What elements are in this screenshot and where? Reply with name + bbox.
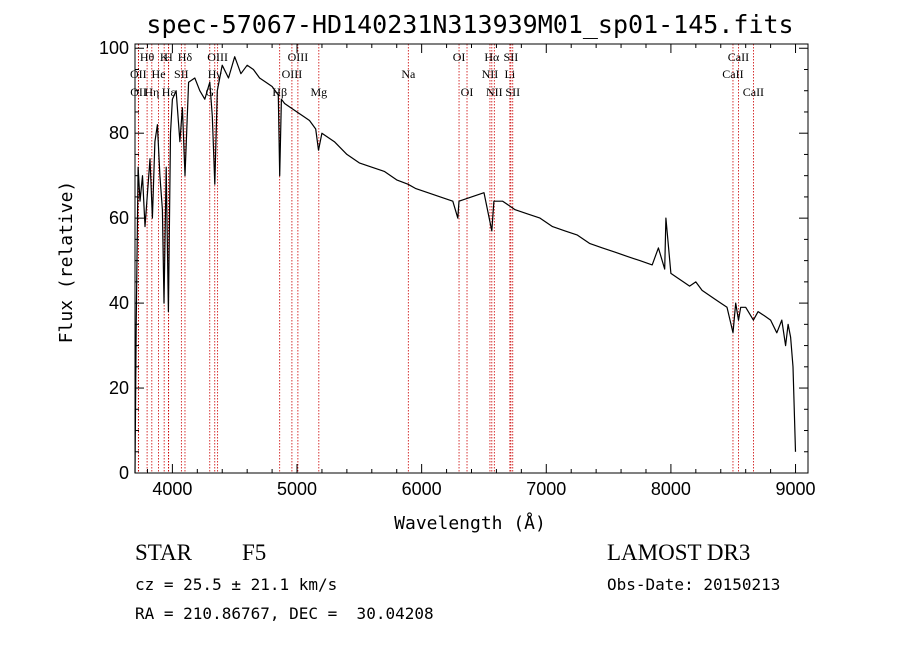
y-tick-label-60: 60 (109, 208, 129, 228)
y-axis-label: Flux (relative) (56, 181, 77, 344)
line-label-1: Hβ (272, 85, 287, 99)
x-tick-label-5000: 5000 (277, 479, 317, 499)
line-label-23: Li (505, 67, 516, 81)
y-tick-label-0: 0 (119, 463, 129, 483)
line-label-17: Mg (310, 85, 327, 99)
line-label-15: OIII (282, 67, 303, 81)
object-class: STAR (135, 540, 192, 565)
y-tick-label-80: 80 (109, 123, 129, 143)
x-tick-label-9000: 9000 (776, 479, 816, 499)
line-label-19: OI (453, 50, 466, 64)
y-tick-label-20: 20 (109, 378, 129, 398)
line-label-2: Hγ (208, 67, 223, 81)
x-tick-label-8000: 8000 (651, 479, 691, 499)
line-label-3: Hδ (178, 50, 193, 64)
survey-name: LAMOST DR3 (607, 540, 751, 565)
line-label-27: CaII (728, 50, 749, 64)
line-label-5: Hη (144, 85, 159, 99)
line-label-10: OII (130, 67, 147, 81)
line-label-14: OIII (207, 50, 228, 64)
line-label-25: SII (505, 85, 520, 99)
y-tick-label-100: 100 (99, 38, 129, 58)
spectrum-line (134, 56, 797, 474)
line-label-21: NII (482, 67, 499, 81)
line-label-18: Na (401, 67, 416, 81)
x-tick-label-6000: 6000 (402, 479, 442, 499)
chart-title: spec-57067-HD140231N313939M01_sp01-145.f… (146, 10, 793, 39)
x-tick-label-7000: 7000 (526, 479, 566, 499)
line-label-6: Hθ (140, 50, 155, 64)
x-axis-label: Wavelength (Å) (394, 512, 546, 534)
line-label-9: He (152, 67, 166, 81)
x-tick-label-4000: 4000 (152, 479, 192, 499)
line-label-12: SII (174, 67, 189, 81)
line-label-20: OI (461, 85, 474, 99)
plot-area: 4000 5000 6000 7000 8000 9000 0 20 40 60 80 100 Hα Hβ… (99, 38, 816, 499)
line-label-26: CaII (722, 67, 743, 81)
line-label-7: K (160, 50, 169, 64)
spectral-subclass: F5 (242, 540, 267, 565)
line-label-28: CaII (743, 85, 764, 99)
line-label-4: Hε (162, 85, 176, 99)
y-tick-label-40: 40 (109, 293, 129, 313)
redshift-value: cz = 25.5 ± 21.1 km/s (135, 575, 338, 594)
line-label-22: NII (486, 85, 503, 99)
line-label-16: OIII (288, 50, 309, 64)
line-label-24: SII (504, 50, 519, 64)
line-label-13: G (205, 85, 214, 99)
line-label-8: H (164, 50, 173, 64)
coordinates: RA = 210.86767, DEC = 30.04208 (135, 604, 434, 623)
observation-date: Obs-Date: 20150213 (607, 575, 781, 594)
plot-frame (134, 43, 809, 474)
line-label-0: Hα (484, 50, 500, 64)
line-label-11: OII (130, 85, 147, 99)
